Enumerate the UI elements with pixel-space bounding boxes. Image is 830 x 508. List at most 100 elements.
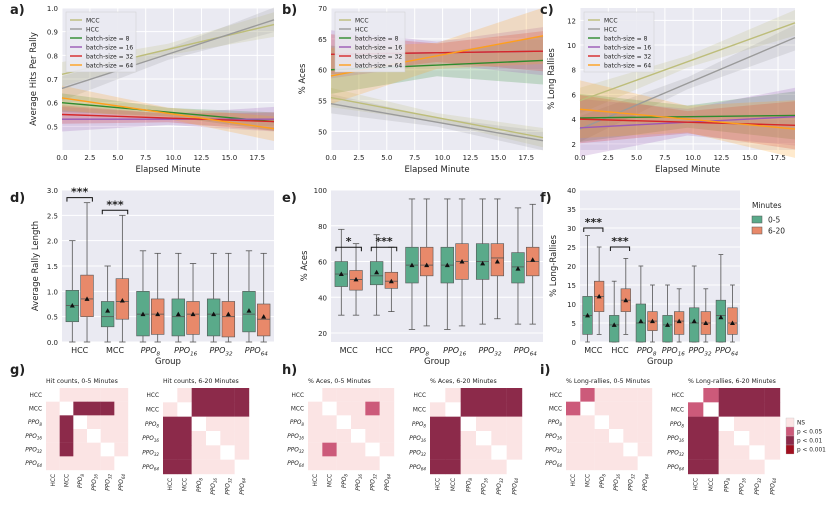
legend-label: HCC — [86, 27, 99, 34]
heatmap-col-label-main: PPO — [106, 479, 112, 491]
heatmap-cell — [734, 431, 750, 446]
heatmap-cell — [506, 445, 523, 460]
box-mean-marker — [494, 259, 500, 264]
heatmap-row-label: PPO32 — [287, 448, 304, 455]
heatmap-cell — [73, 415, 88, 430]
heatmap-cell — [220, 431, 235, 446]
heatmap-cell — [580, 456, 595, 471]
heatmap-cell — [73, 401, 88, 416]
heatmap-cell — [365, 415, 380, 430]
heatmap-cell — [566, 401, 581, 416]
heatmap-cell — [365, 442, 380, 457]
heatmap-col-label: PPO64 — [512, 478, 519, 495]
x-tick-label: 15.0 — [742, 154, 758, 162]
heatmap-cell — [46, 415, 60, 430]
heatmap-cell — [594, 401, 610, 416]
y-tick-label: 25 — [567, 244, 576, 252]
significance-swatch — [785, 435, 795, 446]
panel-label: i) — [540, 363, 550, 378]
heatmap-cell — [365, 388, 380, 402]
heatmap-row-label: HCC — [292, 393, 304, 399]
y-tick-label: 20 — [567, 263, 576, 271]
x-tick-label: HCC — [71, 346, 89, 355]
heatmap-row-label: PPO16 — [25, 434, 42, 441]
heatmap-row-label-main: PPO — [25, 448, 37, 454]
heatmap-cell — [206, 388, 221, 403]
heatmap-col-label-main: PPO — [512, 483, 518, 495]
y-tick-label: 15 — [567, 282, 576, 290]
x-tick-label: PPO64 — [514, 346, 538, 357]
heatmap-cell — [491, 445, 507, 460]
heatmap-col-label-sub: 32 — [372, 474, 377, 480]
legend-box — [334, 11, 406, 73]
box-iqr — [715, 299, 726, 343]
legend-label: batch-size = 8 — [86, 36, 130, 43]
series-line — [579, 118, 796, 127]
heatmap-cell — [114, 388, 129, 402]
x-tick-label-main: MCC — [340, 346, 358, 355]
heatmap-cell — [220, 402, 235, 417]
y-tick-label: 20 — [318, 330, 327, 338]
x-tick-label: 10.0 — [166, 154, 182, 162]
heatmap-row-label-sub: 32 — [557, 449, 563, 454]
y-axis-label: Average Rally Length — [31, 221, 41, 311]
heatmap-cell — [476, 416, 492, 432]
x-tick-label: 10.0 — [685, 154, 701, 162]
x-axis-label: Group — [647, 357, 673, 367]
legend-label: batch-size = 16 — [86, 45, 133, 52]
box-iqr — [151, 298, 165, 335]
panel-i-group: i)% Long-rallies, 0-5 MinutesHCCMCCPPO8P… — [540, 363, 781, 495]
x-tick-label-main: PPO — [662, 346, 678, 355]
heatmap-row-label-main: PPO — [142, 451, 154, 457]
heatmap-col-label-main: PPO — [356, 479, 362, 491]
legend-box — [65, 11, 137, 73]
heatmap-cell — [637, 456, 653, 471]
x-axis-label: Elapsed Minute — [135, 165, 200, 175]
heatmap-col-label-sub: 8 — [80, 474, 85, 477]
heatmap-cell — [336, 442, 352, 457]
heatmap-cell — [177, 388, 192, 403]
x-tick-label: 7.5 — [409, 154, 420, 162]
panel-label: e) — [282, 191, 297, 206]
heatmap-col-label-main: PPO — [614, 479, 620, 491]
heatmap-cell — [191, 431, 207, 446]
x-tick-label: 17.5 — [518, 154, 534, 162]
series-line — [579, 22, 796, 102]
heatmap-cell — [623, 442, 638, 457]
box-mean-marker — [649, 318, 655, 324]
heatmap-row-label-sub: 16 — [299, 436, 305, 441]
y-tick-label: 0.7 — [47, 76, 58, 84]
box-mean-marker — [691, 318, 697, 324]
heatmap-col-label-main: MCC — [65, 474, 71, 487]
heatmap-cell — [734, 402, 750, 417]
heatmap-cell — [566, 429, 581, 443]
x-tick-label: PPO16 — [662, 346, 686, 357]
heatmap-cell — [379, 429, 395, 443]
heatmap-cell — [580, 415, 595, 430]
heatmap-cell — [491, 388, 507, 403]
legend-label: batch-size = 32 — [604, 54, 651, 61]
heatmap-row-label-main: PPO — [290, 420, 302, 426]
legend-swatch — [751, 226, 763, 235]
heatmap-col-label-sub: 64 — [242, 478, 247, 484]
heatmap-cell — [87, 388, 101, 402]
heatmap-row-label-sub: 16 — [421, 438, 427, 443]
box-mean-marker — [530, 257, 536, 262]
heatmap-cell — [734, 416, 750, 432]
x-tick-label: 0.0 — [56, 154, 67, 162]
x-tick-label-main: PPO — [209, 346, 225, 355]
heatmap-cell — [308, 388, 323, 402]
heatmap-row-label-main: PPO — [667, 436, 679, 442]
series-line — [61, 97, 275, 130]
heatmap-cell — [234, 416, 250, 432]
series-line — [61, 101, 275, 123]
box-mean-marker — [374, 269, 380, 275]
heatmap-cell — [100, 442, 115, 457]
x-tick-label-sub: 32 — [704, 351, 712, 357]
heatmap-col-label: PPO8 — [78, 474, 85, 489]
heatmap-cell — [623, 429, 638, 443]
box-mean-marker — [676, 318, 682, 324]
x-axis-label: Group — [155, 357, 181, 367]
legend-label: HCC — [604, 27, 617, 34]
legend-title: Minutes — [752, 201, 782, 210]
